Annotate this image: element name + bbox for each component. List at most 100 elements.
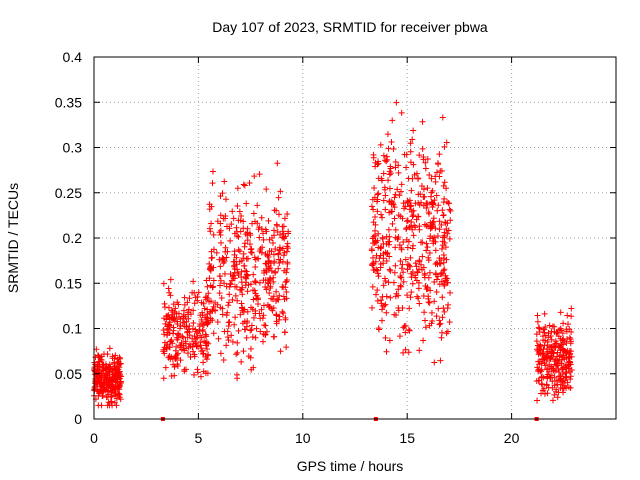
data-point bbox=[274, 228, 281, 235]
data-point bbox=[217, 277, 224, 284]
data-point bbox=[99, 393, 106, 400]
data-point bbox=[383, 257, 390, 264]
data-point bbox=[203, 277, 210, 284]
data-point bbox=[203, 296, 210, 303]
data-point bbox=[238, 286, 245, 293]
data-point bbox=[170, 330, 177, 337]
data-point bbox=[422, 324, 429, 331]
data-point bbox=[551, 323, 558, 330]
data-point bbox=[375, 158, 382, 165]
data-point bbox=[261, 270, 268, 277]
data-point bbox=[110, 384, 117, 391]
data-point bbox=[234, 339, 241, 346]
data-point bbox=[428, 223, 435, 230]
data-point bbox=[432, 178, 439, 185]
data-point bbox=[447, 217, 454, 224]
data-point bbox=[270, 227, 277, 234]
data-point bbox=[226, 283, 233, 290]
data-point bbox=[428, 175, 435, 182]
data-point bbox=[248, 281, 255, 288]
data-point bbox=[269, 296, 276, 303]
data-point bbox=[204, 345, 211, 352]
data-point bbox=[98, 387, 105, 394]
data-point bbox=[98, 374, 105, 381]
data-point bbox=[562, 348, 569, 355]
data-point bbox=[218, 239, 225, 246]
data-point bbox=[405, 238, 412, 245]
data-point bbox=[426, 299, 433, 306]
data-point bbox=[200, 350, 207, 357]
data-point bbox=[189, 325, 196, 332]
data-point bbox=[544, 390, 551, 397]
data-point bbox=[430, 215, 437, 222]
data-point bbox=[378, 245, 385, 252]
data-point bbox=[547, 374, 554, 381]
data-point bbox=[380, 255, 387, 262]
data-point bbox=[217, 350, 224, 357]
data-point bbox=[402, 203, 409, 210]
data-point bbox=[409, 226, 416, 233]
data-point bbox=[564, 336, 571, 343]
data-point bbox=[174, 336, 181, 343]
data-point bbox=[230, 215, 237, 222]
data-point bbox=[385, 241, 392, 248]
data-point bbox=[545, 353, 552, 360]
data-point bbox=[203, 339, 210, 346]
data-point bbox=[379, 214, 386, 221]
y-tick-label: 0.4 bbox=[63, 49, 83, 65]
data-point bbox=[445, 301, 452, 308]
data-point bbox=[224, 328, 231, 335]
data-point bbox=[563, 340, 570, 347]
data-point bbox=[222, 212, 229, 219]
data-point bbox=[184, 299, 191, 306]
data-point bbox=[224, 334, 231, 341]
data-point bbox=[253, 325, 260, 332]
data-point bbox=[116, 391, 123, 398]
data-point bbox=[377, 141, 384, 148]
data-point bbox=[390, 279, 397, 286]
data-point bbox=[210, 303, 217, 310]
x-tick-label: 0 bbox=[90, 430, 98, 446]
data-point bbox=[240, 225, 247, 232]
data-point bbox=[214, 319, 221, 326]
data-point bbox=[260, 230, 267, 237]
data-point bbox=[108, 398, 115, 405]
data-point bbox=[373, 266, 380, 273]
data-point bbox=[385, 226, 392, 233]
data-point bbox=[568, 313, 575, 320]
data-point bbox=[265, 217, 272, 224]
data-point bbox=[380, 170, 387, 177]
data-point bbox=[533, 331, 540, 338]
data-point bbox=[377, 297, 384, 304]
data-point bbox=[239, 291, 246, 298]
data-point bbox=[281, 215, 288, 222]
data-point bbox=[434, 233, 441, 240]
data-point bbox=[179, 333, 186, 340]
data-point bbox=[276, 247, 283, 254]
data-point bbox=[185, 306, 192, 313]
data-point bbox=[272, 245, 279, 252]
data-point bbox=[167, 276, 174, 283]
data-point bbox=[230, 272, 237, 279]
data-point bbox=[108, 378, 115, 385]
data-point bbox=[273, 312, 280, 319]
data-point bbox=[373, 291, 380, 298]
data-point bbox=[549, 397, 556, 404]
data-point bbox=[443, 226, 450, 233]
data-point bbox=[260, 312, 267, 319]
data-point bbox=[282, 314, 289, 321]
data-point bbox=[407, 140, 414, 147]
data-point bbox=[548, 344, 555, 351]
data-point bbox=[246, 180, 253, 187]
data-point bbox=[112, 352, 119, 359]
data-point bbox=[373, 252, 380, 259]
data-point bbox=[252, 264, 259, 271]
data-point bbox=[415, 175, 422, 182]
data-point bbox=[234, 185, 241, 192]
data-point bbox=[215, 335, 222, 342]
data-point bbox=[254, 220, 261, 227]
data-point bbox=[399, 261, 406, 268]
data-point bbox=[283, 344, 290, 351]
data-point bbox=[234, 349, 241, 356]
data-point bbox=[567, 376, 574, 383]
